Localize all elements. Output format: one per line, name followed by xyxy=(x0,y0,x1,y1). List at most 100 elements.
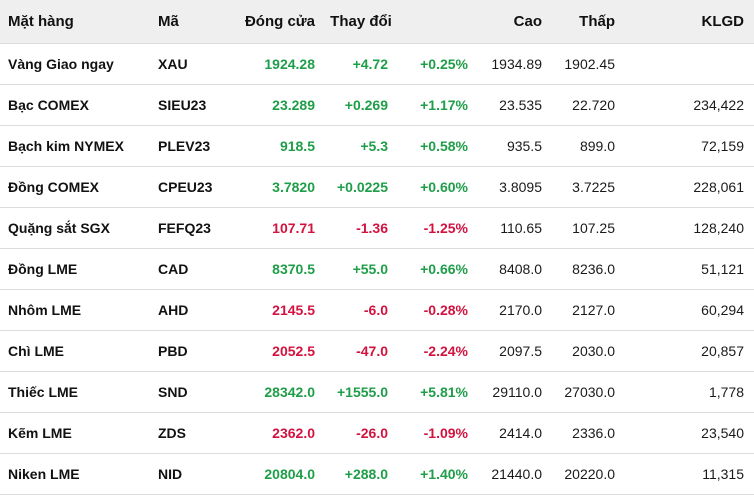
commodity-name: Quặng sắt SGX xyxy=(8,220,110,236)
commodity-name: Vàng Giao ngay xyxy=(8,56,114,72)
low-price: 2127.0 xyxy=(572,302,615,318)
commodity-code: ZDS xyxy=(158,425,186,441)
close-price: 2145.5 xyxy=(272,302,315,318)
commodity-code: FEFQ23 xyxy=(158,220,211,236)
percent-change: +0.66% xyxy=(420,261,468,277)
trading-volume: 20,857 xyxy=(701,343,744,359)
price-change: +1555.0 xyxy=(337,384,388,400)
commodity-code: CAD xyxy=(158,261,189,277)
table-row: Bạch kim NYMEX PLEV23 918.5 +5.3 +0.58% 935.5… xyxy=(0,125,754,166)
percent-change: +1.17% xyxy=(420,97,468,113)
price-change: +0.269 xyxy=(344,97,388,113)
commodity-code: CPEU23 xyxy=(158,179,213,195)
low-price: 3.7225 xyxy=(572,179,615,195)
close-price: 107.71 xyxy=(272,220,315,236)
price-change: +0.0225 xyxy=(337,179,388,195)
header-name: Mặt hàng xyxy=(8,13,74,30)
header-high: Cao xyxy=(513,13,542,30)
trading-volume: 1,778 xyxy=(708,384,744,400)
low-price: 8236.0 xyxy=(572,261,615,277)
percent-change: -1.25% xyxy=(423,220,468,236)
percent-change: +0.25% xyxy=(420,56,468,72)
price-change: -1.36 xyxy=(356,220,388,236)
table-row: Vàng Giao ngay XAU 1924.28 +4.72 +0.25% 1934.… xyxy=(0,43,754,84)
commodity-name: Bạc COMEX xyxy=(8,97,89,113)
low-price: 107.25 xyxy=(572,220,615,236)
commodity-code: PBD xyxy=(158,343,188,359)
high-price: 8408.0 xyxy=(499,261,542,277)
high-price: 935.5 xyxy=(506,138,542,154)
trading-volume: 234,422 xyxy=(693,97,744,113)
high-price: 23.535 xyxy=(499,97,542,113)
commodity-name: Niken LME xyxy=(8,466,80,482)
percent-change: -1.09% xyxy=(423,425,468,441)
commodity-code: SND xyxy=(158,384,188,400)
close-price: 2052.5 xyxy=(272,343,315,359)
table-row: Quặng sắt SGX FEFQ23 107.71 -1.36 -1.25% 110.… xyxy=(0,207,754,248)
price-change: -26.0 xyxy=(356,425,388,441)
percent-change: -0.28% xyxy=(423,302,468,318)
header-change: Thay đổi xyxy=(330,13,392,30)
table-row: Đồng LME CAD 8370.5 +55.0 +0.66% 8408.0 8236.0… xyxy=(0,248,754,289)
percent-change: -2.24% xyxy=(423,343,468,359)
high-price: 1934.89 xyxy=(491,56,542,72)
table-row: Nhôm LME AHD 2145.5 -6.0 -0.28% 2170.0 2127.0 6… xyxy=(0,289,754,330)
commodity-name: Thiếc LME xyxy=(8,384,79,400)
percent-change: +0.60% xyxy=(420,179,468,195)
table-body: Vàng Giao ngay XAU 1924.28 +4.72 +0.25% 1934.… xyxy=(0,43,754,495)
commodity-code: AHD xyxy=(158,302,189,318)
commodity-name: Kẽm LME xyxy=(8,425,72,441)
table-row: Thiếc LME SND 28342.0 +1555.0 +5.81% 29110.0 2… xyxy=(0,371,754,412)
high-price: 3.8095 xyxy=(499,179,542,195)
commodity-name: Đồng LME xyxy=(8,261,78,277)
close-price: 1924.28 xyxy=(264,56,315,72)
percent-change: +5.81% xyxy=(420,384,468,400)
commodity-name: Nhôm LME xyxy=(8,302,82,318)
table-row: Niken LME NID 20804.0 +288.0 +1.40% 21440.0 20… xyxy=(0,453,754,495)
header-low: Thấp xyxy=(579,13,615,30)
table-row: Chì LME PBD 2052.5 -47.0 -2.24% 2097.5 2030.0 2… xyxy=(0,330,754,371)
commodity-code: XAU xyxy=(158,56,188,72)
high-price: 2170.0 xyxy=(499,302,542,318)
close-price: 8370.5 xyxy=(272,261,315,277)
commodity-name: Bạch kim NYMEX xyxy=(8,138,124,154)
table-row: Kẽm LME ZDS 2362.0 -26.0 -1.09% 2414.0 2336.0 2… xyxy=(0,412,754,453)
percent-change: +0.58% xyxy=(420,138,468,154)
trading-volume: 11,315 xyxy=(702,466,744,482)
price-change: +4.72 xyxy=(352,56,388,72)
close-price: 3.7820 xyxy=(272,179,315,195)
high-price: 110.65 xyxy=(500,220,542,236)
commodity-name: Chì LME xyxy=(8,343,64,359)
trading-volume: 60,294 xyxy=(701,302,744,318)
price-change: -47.0 xyxy=(356,343,388,359)
price-change: +55.0 xyxy=(352,261,388,277)
commodity-code: SIEU23 xyxy=(158,97,207,113)
header-volume: KLGD xyxy=(701,13,745,30)
trading-volume xyxy=(640,44,744,84)
close-price: 918.5 xyxy=(279,138,315,154)
high-price: 2097.5 xyxy=(499,343,542,359)
low-price: 20220.0 xyxy=(564,466,615,482)
commodity-name: Đồng COMEX xyxy=(8,179,99,195)
low-price: 1902.45 xyxy=(564,56,615,72)
high-price: 21440.0 xyxy=(491,466,542,482)
close-price: 2362.0 xyxy=(272,425,315,441)
low-price: 22.720 xyxy=(572,97,615,113)
low-price: 27030.0 xyxy=(564,384,615,400)
trading-volume: 23,540 xyxy=(701,425,744,441)
low-price: 899.0 xyxy=(579,138,615,154)
table-row: Bạc COMEX SIEU23 23.289 +0.269 +1.17% 23.535 2… xyxy=(0,84,754,125)
high-price: 29110.0 xyxy=(492,384,542,400)
commodity-code: NID xyxy=(158,466,183,482)
trading-volume: 228,061 xyxy=(693,179,744,195)
commodity-code: PLEV23 xyxy=(158,138,211,154)
close-price: 20804.0 xyxy=(264,466,315,482)
trading-volume: 128,240 xyxy=(693,220,744,236)
price-change: -6.0 xyxy=(363,302,388,318)
low-price: 2030.0 xyxy=(572,343,615,359)
trading-volume: 72,159 xyxy=(701,138,744,154)
percent-change: +1.40% xyxy=(420,466,468,482)
price-change: +5.3 xyxy=(360,138,388,154)
trading-volume: 51,121 xyxy=(701,261,744,277)
